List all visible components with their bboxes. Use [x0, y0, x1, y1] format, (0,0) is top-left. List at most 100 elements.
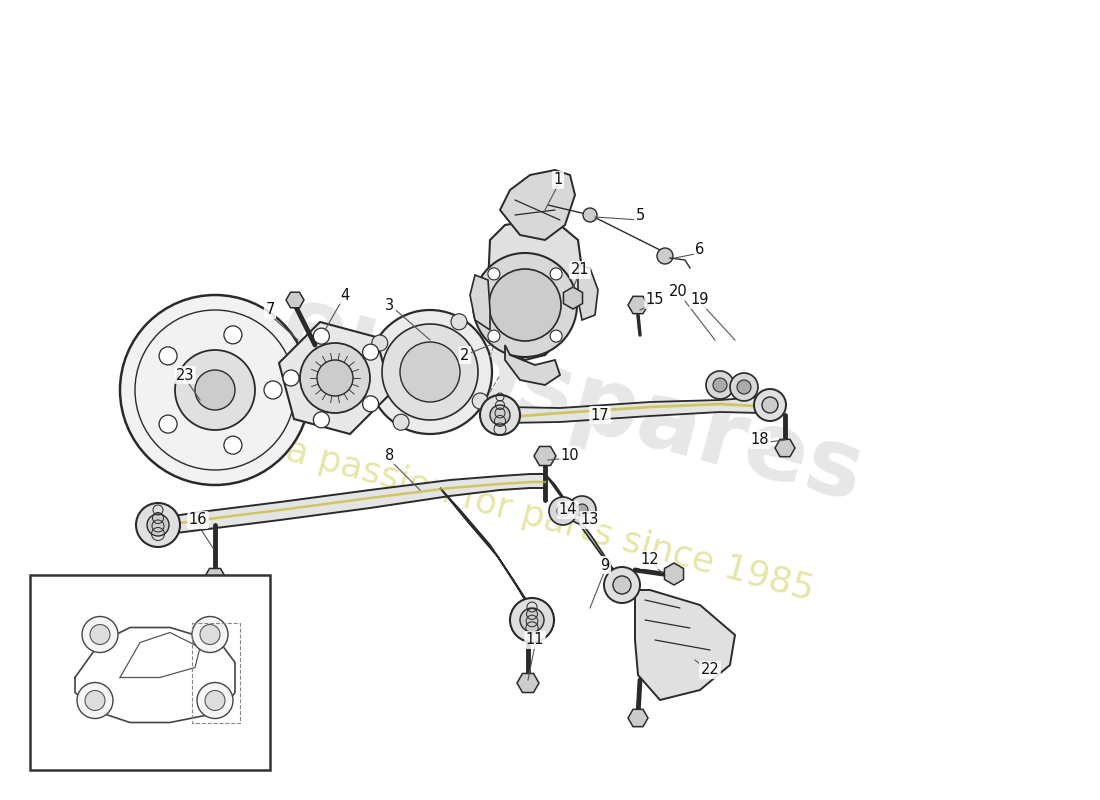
Circle shape [160, 347, 177, 365]
Text: 13: 13 [581, 513, 600, 527]
Text: 15: 15 [646, 293, 664, 307]
Circle shape [314, 328, 329, 344]
Polygon shape [505, 345, 560, 385]
Circle shape [730, 373, 758, 401]
Polygon shape [635, 590, 735, 700]
Circle shape [549, 497, 578, 525]
Circle shape [576, 504, 588, 516]
Circle shape [568, 496, 596, 524]
Circle shape [583, 208, 597, 222]
Circle shape [205, 690, 225, 710]
Circle shape [550, 330, 562, 342]
Circle shape [604, 567, 640, 603]
Circle shape [473, 253, 578, 357]
Circle shape [762, 397, 778, 413]
Circle shape [175, 350, 255, 430]
Circle shape [382, 324, 478, 420]
Circle shape [737, 380, 751, 394]
Text: 22: 22 [701, 662, 719, 678]
Text: eurospares: eurospares [272, 278, 872, 522]
Text: 5: 5 [636, 207, 645, 222]
Circle shape [706, 371, 734, 399]
Text: 18: 18 [750, 433, 769, 447]
Circle shape [372, 335, 388, 351]
Polygon shape [578, 265, 598, 320]
Circle shape [77, 682, 113, 718]
Polygon shape [488, 220, 582, 360]
Polygon shape [628, 296, 648, 314]
Circle shape [224, 326, 242, 344]
Text: 7: 7 [265, 302, 275, 318]
Text: 2: 2 [460, 347, 470, 362]
Circle shape [90, 625, 110, 645]
Circle shape [195, 370, 235, 410]
Text: 17: 17 [591, 407, 609, 422]
Circle shape [400, 342, 460, 402]
Circle shape [85, 690, 104, 710]
Text: 12: 12 [640, 553, 659, 567]
Text: 8: 8 [385, 447, 395, 462]
Polygon shape [279, 322, 390, 434]
Circle shape [557, 505, 569, 517]
Text: 16: 16 [189, 513, 207, 527]
Circle shape [82, 617, 118, 653]
Polygon shape [544, 474, 626, 588]
Polygon shape [470, 275, 490, 330]
Polygon shape [160, 474, 544, 535]
Polygon shape [776, 439, 795, 457]
Polygon shape [204, 569, 226, 587]
Circle shape [488, 268, 499, 280]
Circle shape [317, 360, 353, 396]
Circle shape [472, 393, 488, 409]
Text: 6: 6 [695, 242, 705, 258]
Text: 11: 11 [526, 633, 544, 647]
Circle shape [200, 625, 220, 645]
Polygon shape [286, 292, 304, 308]
Circle shape [363, 396, 378, 412]
Circle shape [451, 314, 468, 330]
Circle shape [393, 414, 409, 430]
Text: 9: 9 [601, 558, 609, 573]
Circle shape [120, 295, 310, 485]
Circle shape [283, 370, 299, 386]
Circle shape [314, 412, 329, 428]
Circle shape [192, 617, 228, 653]
Circle shape [754, 389, 786, 421]
Polygon shape [664, 563, 683, 585]
Polygon shape [517, 674, 539, 693]
Circle shape [613, 576, 631, 594]
Polygon shape [440, 488, 535, 622]
Circle shape [490, 269, 561, 341]
Text: 21: 21 [571, 262, 590, 278]
Circle shape [550, 268, 562, 280]
Polygon shape [628, 710, 648, 726]
Circle shape [136, 503, 180, 547]
Text: 19: 19 [691, 293, 710, 307]
Circle shape [147, 514, 169, 536]
Circle shape [510, 598, 554, 642]
Text: 3: 3 [385, 298, 395, 313]
Polygon shape [534, 446, 556, 466]
Text: a passion for parts since 1985: a passion for parts since 1985 [282, 433, 818, 607]
Text: 1: 1 [553, 173, 562, 187]
Circle shape [363, 344, 378, 360]
Circle shape [264, 381, 282, 399]
Circle shape [488, 330, 499, 342]
Circle shape [490, 405, 510, 425]
Circle shape [657, 248, 673, 264]
Circle shape [520, 608, 544, 632]
Circle shape [224, 436, 242, 454]
Circle shape [368, 310, 492, 434]
Polygon shape [505, 397, 760, 423]
Circle shape [713, 378, 727, 392]
Circle shape [300, 343, 370, 413]
Bar [30, 575, 270, 770]
Circle shape [160, 415, 177, 433]
Polygon shape [563, 287, 583, 309]
Text: 14: 14 [559, 502, 578, 518]
Text: 10: 10 [561, 447, 580, 462]
Circle shape [197, 682, 233, 718]
Text: 20: 20 [669, 285, 688, 299]
Circle shape [480, 395, 520, 435]
Text: 23: 23 [176, 367, 195, 382]
